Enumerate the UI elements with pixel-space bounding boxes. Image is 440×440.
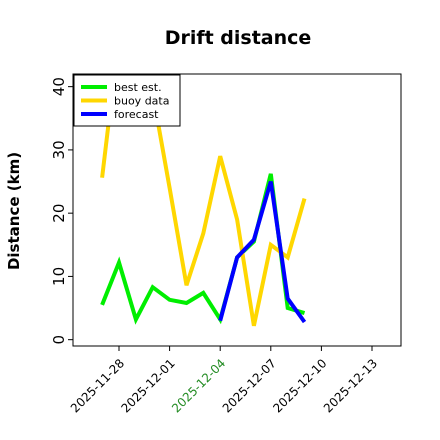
series-line-forecast — [218, 180, 307, 324]
legend-label: best est. — [114, 81, 162, 94]
legend-label: buoy data — [114, 95, 169, 108]
series-line-best-est- — [100, 173, 306, 325]
y-tick-label: 20 — [50, 204, 68, 223]
y-tick-label: 10 — [50, 267, 68, 286]
chart-title: Drift distance — [165, 27, 312, 49]
y-axis-label: Distance (km) — [5, 152, 23, 270]
y-tick-label: 30 — [50, 140, 68, 159]
plot-frame — [72, 73, 402, 347]
legend-label: forecast — [114, 108, 159, 121]
y-tick-label: 40 — [50, 77, 68, 96]
y-tick-label: 0 — [50, 335, 68, 345]
y-axis-ticks: 0 10 20 30 40 — [50, 77, 73, 344]
